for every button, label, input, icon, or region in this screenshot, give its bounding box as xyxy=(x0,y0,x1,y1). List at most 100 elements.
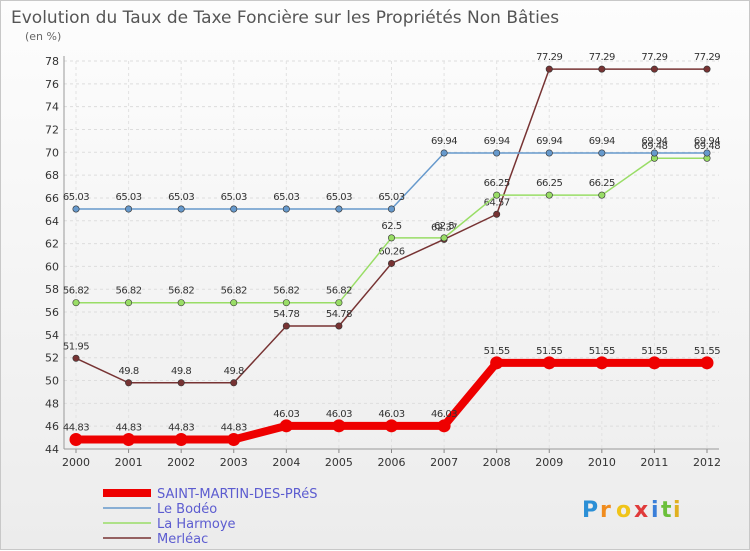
data-label: 69.94 xyxy=(641,136,667,147)
logo-letter: r xyxy=(600,498,611,523)
x-tick-label: 2005 xyxy=(325,456,353,469)
data-label: 44.83 xyxy=(63,423,89,434)
x-tick-label: 2001 xyxy=(115,456,143,469)
data-label: 62.37 xyxy=(431,222,457,233)
data-label: 69.94 xyxy=(431,136,457,147)
data-point xyxy=(69,433,83,447)
data-point xyxy=(440,234,448,242)
logo-letter: o xyxy=(616,498,631,523)
data-point xyxy=(385,419,398,433)
series-0: 44.83 44.83 44.83 44.83 46.03 46.03 46.03 46.03… xyxy=(63,346,721,447)
data-point xyxy=(545,191,553,199)
x-tick-label: 2008 xyxy=(483,456,511,469)
y-tick-label: 62 xyxy=(45,238,59,251)
y-tick-label: 44 xyxy=(45,443,59,456)
data-point xyxy=(125,205,133,213)
data-label: 51.55 xyxy=(694,346,720,357)
data-point xyxy=(437,419,451,433)
data-point xyxy=(72,299,80,307)
data-point xyxy=(650,65,658,73)
data-point xyxy=(282,322,290,330)
data-label: 65.03 xyxy=(378,192,404,203)
data-label: 77.29 xyxy=(694,52,720,63)
y-tick-label: 66 xyxy=(45,192,59,205)
data-label: 44.83 xyxy=(168,423,194,434)
logo-letter: t xyxy=(661,498,672,523)
data-label: 65.03 xyxy=(326,192,352,203)
data-label: 56.82 xyxy=(326,286,352,297)
chart-subtitle: (en %) xyxy=(25,30,61,43)
data-point xyxy=(493,210,501,218)
data-label: 77.29 xyxy=(589,52,615,63)
y-tick-label: 48 xyxy=(45,397,59,410)
data-label: 56.82 xyxy=(273,286,299,297)
y-tick-label: 58 xyxy=(45,283,59,296)
data-point xyxy=(72,205,80,213)
data-point xyxy=(440,149,448,157)
x-tick-label: 2000 xyxy=(62,456,90,469)
data-point xyxy=(647,356,661,370)
data-point xyxy=(703,149,711,157)
data-label: 54.78 xyxy=(273,309,299,320)
x-tick-label: 2009 xyxy=(535,456,563,469)
data-point xyxy=(703,65,711,73)
legend-label: La Harmoye xyxy=(157,517,236,532)
data-label: 66.25 xyxy=(484,178,510,189)
data-label: 46.03 xyxy=(431,409,457,420)
data-point xyxy=(230,299,238,307)
logo-letter: i xyxy=(651,498,659,523)
y-tick-label: 50 xyxy=(45,375,59,388)
y-tick-label: 60 xyxy=(45,260,59,273)
logo-letter: P xyxy=(582,498,598,523)
y-tick-label: 46 xyxy=(45,420,59,433)
data-point xyxy=(125,379,133,387)
data-point xyxy=(598,65,606,73)
y-tick-label: 68 xyxy=(45,169,59,182)
y-tick-label: 56 xyxy=(45,306,59,319)
logo-letter: x xyxy=(634,498,648,523)
data-point xyxy=(387,205,395,213)
x-tick-label: 2006 xyxy=(378,456,406,469)
data-label: 77.29 xyxy=(536,52,562,63)
data-point xyxy=(595,356,609,370)
legend-label: Le Bodéo xyxy=(157,502,217,517)
chart-title: Evolution du Taux de Taxe Foncière sur l… xyxy=(11,8,559,28)
data-point xyxy=(387,259,395,267)
data-label: 64.57 xyxy=(484,197,510,208)
data-label: 60.26 xyxy=(378,246,404,257)
data-label: 56.82 xyxy=(63,286,89,297)
data-label: 69.94 xyxy=(536,136,562,147)
data-label: 65.03 xyxy=(63,192,89,203)
legend-label: SAINT-MARTIN-DES-PRéS xyxy=(157,487,317,502)
data-label: 51.55 xyxy=(536,346,562,357)
x-tick-label: 2010 xyxy=(588,456,616,469)
logo-letter: i xyxy=(673,498,681,523)
data-label: 46.03 xyxy=(273,409,299,420)
data-point xyxy=(230,205,238,213)
x-tick-label: 2011 xyxy=(640,456,668,469)
data-point xyxy=(174,433,188,447)
data-label: 66.25 xyxy=(589,178,615,189)
data-label: 49.8 xyxy=(171,366,191,377)
data-point xyxy=(227,433,241,447)
data-point xyxy=(545,65,553,73)
data-label: 44.83 xyxy=(221,423,247,434)
data-label: 46.03 xyxy=(326,409,352,420)
data-label: 51.95 xyxy=(63,341,89,352)
data-point xyxy=(545,149,553,157)
data-point xyxy=(177,379,185,387)
data-label: 49.8 xyxy=(118,366,138,377)
data-point xyxy=(650,149,658,157)
data-point xyxy=(177,299,185,307)
data-point xyxy=(335,322,343,330)
grid xyxy=(64,60,719,450)
data-label: 77.29 xyxy=(641,52,667,63)
series-2: 56.82 56.82 56.82 56.82 56.82 56.82 62.5 62.5 66… xyxy=(63,141,721,307)
data-point xyxy=(598,191,606,199)
data-label: 65.03 xyxy=(273,192,299,203)
data-point xyxy=(122,433,136,447)
